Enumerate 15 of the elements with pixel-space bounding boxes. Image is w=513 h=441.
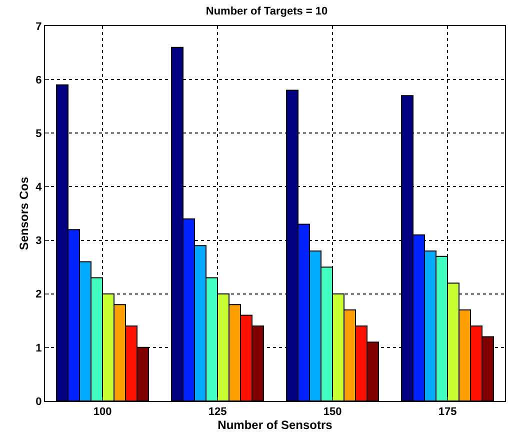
x-tick-label: 175 <box>438 406 457 418</box>
x-tick-label: 125 <box>208 406 227 418</box>
x-axis-title: Number of Sensotrs <box>218 418 333 432</box>
y-tick-label: 1 <box>36 342 42 354</box>
y-tick-label: 5 <box>36 128 42 140</box>
y-axis-title: Sensors Cos <box>16 176 31 250</box>
x-tick-label: 100 <box>93 406 112 418</box>
x-tick-label: 150 <box>323 406 342 418</box>
y-tick-label: 0 <box>36 396 42 408</box>
y-tick-label: 7 <box>36 20 42 33</box>
chart-title: Number of Targets = 10 <box>206 5 328 18</box>
y-tick-label: 4 <box>36 182 43 194</box>
y-tick-label: 6 <box>36 74 42 86</box>
y-tick-label: 2 <box>36 288 42 301</box>
y-tick-label: 3 <box>36 235 42 248</box>
